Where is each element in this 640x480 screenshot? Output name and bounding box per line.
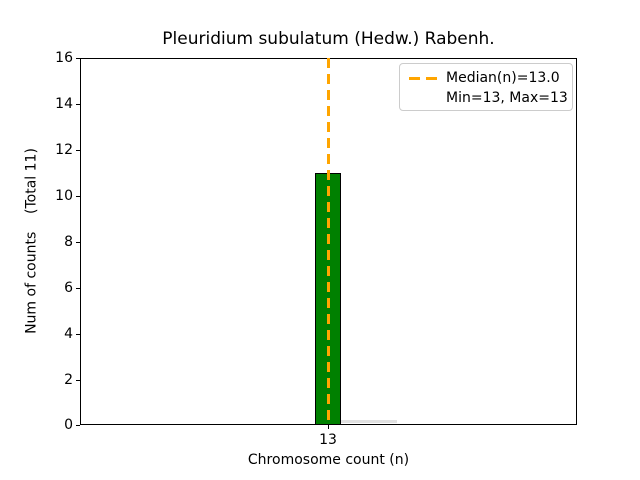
y-tick-mark-10 [76, 195, 80, 197]
y-tick-label-8: 8 [64, 234, 73, 250]
y-tick-mark-14 [76, 103, 80, 105]
legend: Median(n)=13.0 Min=13, Max=13 [399, 63, 573, 111]
legend-label-median: Median(n)=13.0 [446, 69, 560, 86]
faint-artifact-mark [341, 420, 397, 423]
legend-row-minmax: Min=13, Max=13 [409, 88, 568, 108]
y-tick-mark-8 [76, 241, 80, 243]
y-tick-label-2: 2 [64, 372, 73, 388]
y-tick-mark-6 [76, 287, 80, 289]
legend-empty-sample [409, 97, 437, 100]
x-axis-label: Chromosome count (n) [247, 452, 410, 468]
y-tick-mark-0 [76, 424, 80, 426]
y-axis-label: Num of counts (Total 11) [23, 148, 40, 334]
orange-dashed-line-icon [409, 76, 437, 80]
y-tick-mark-12 [76, 149, 80, 151]
y-tick-label-12: 12 [55, 142, 73, 158]
y-tick-mark-4 [76, 333, 80, 335]
legend-row-median: Median(n)=13.0 [409, 68, 564, 88]
y-tick-label-14: 14 [55, 96, 73, 112]
median-dashed-line [326, 58, 330, 425]
y-tick-label-0: 0 [64, 417, 73, 433]
y-tick-label-10: 10 [55, 188, 73, 204]
y-tick-label-6: 6 [64, 280, 73, 296]
y-tick-mark-2 [76, 379, 80, 381]
x-tick-mark-13 [327, 425, 329, 429]
y-tick-mark-16 [76, 57, 80, 59]
x-tick-label-13: 13 [319, 432, 337, 448]
y-tick-label-4: 4 [64, 326, 73, 342]
y-tick-label-16: 16 [55, 50, 73, 66]
legend-label-minmax: Min=13, Max=13 [446, 89, 568, 106]
chart-title: Pleuridium subulatum (Hedw.) Rabenh. [162, 29, 495, 49]
